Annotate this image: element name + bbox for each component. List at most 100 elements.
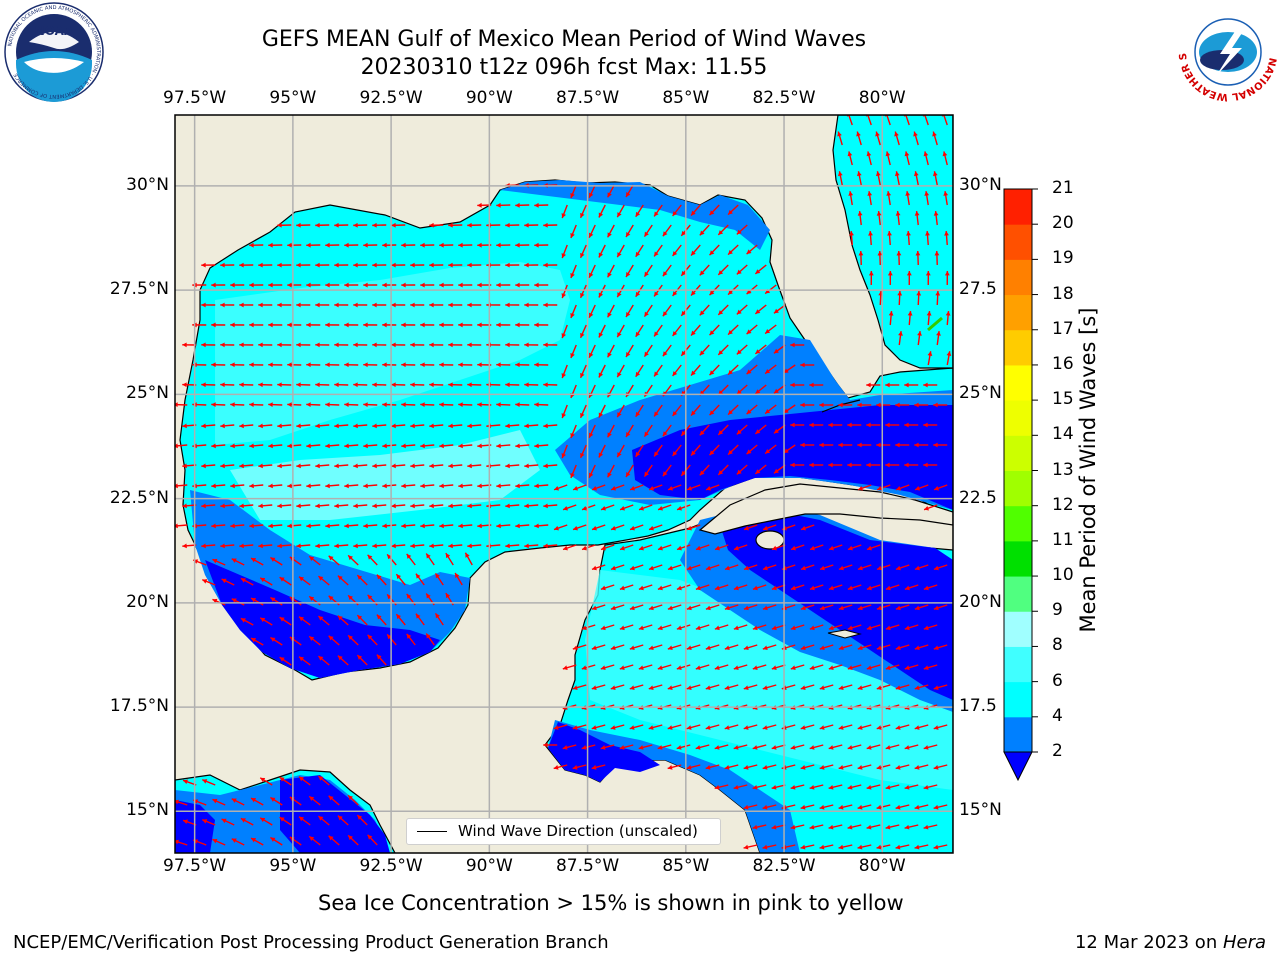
wave-arrow-head [277,463,282,469]
wave-arrow-head [524,543,529,549]
wave-arrow-head [705,605,711,611]
wave-arrow-head [467,302,472,308]
lon-tick-label: 95°W [269,856,317,876]
wave-arrow-head [676,625,682,631]
wave-arrow-head [610,645,616,651]
wave-arrow-head [714,665,720,670]
wave-arrow-head [260,577,266,583]
wave-arrow-head [691,410,696,416]
wave-arrow-head [277,543,282,549]
wave-arrow-head [309,796,315,801]
wave-arrow-head [809,585,815,591]
wave-arrow-head [201,463,206,469]
wave-arrow-head [876,402,881,408]
wave-arrow-head [857,442,862,448]
wave-arrow-head [762,844,768,850]
darkblue-cayman [720,510,953,700]
wave-arrow-head [654,451,659,457]
wave-arrow-head [220,262,225,268]
wave-arrow [867,115,872,126]
wave-arrow-head [686,725,692,730]
wave-arrow-head [372,342,377,348]
wave-arrow-head [287,523,292,529]
wave-arrow-head [755,269,761,274]
wave-arrow-head [279,617,285,622]
wave-arrow-head [886,191,892,196]
wave-arrow-head [885,745,891,750]
wave-arrow-head [913,131,918,137]
wave-arrow-head [561,253,567,259]
wave-arrow-head [515,282,520,288]
wave-arrow-head [220,503,225,509]
wave-arrow-head [515,202,520,208]
wave-arrow-head [856,131,861,137]
wave-arrow-head [496,242,501,248]
wave-arrow-head [296,302,301,308]
wave-arrow-head [736,429,742,435]
wave-arrow-head [885,422,890,428]
wave-arrow-head [251,598,257,603]
wave-arrow-head [445,593,451,599]
wave-arrow-head [662,351,668,357]
wave-arrow-head [877,486,883,491]
wave-arrow-head [406,633,412,639]
map-legend: Wind Wave Direction (unscaled) [406,818,721,845]
wave-arrow-head [809,665,815,670]
wave-arrow-head [876,442,881,448]
wave-arrow-head [657,625,663,631]
wave-arrow-head [847,745,853,750]
wave-arrow-head [783,408,789,413]
wave-arrow-head [515,523,520,529]
wave-arrow-head [611,525,616,531]
wave-arrow-head [923,824,929,830]
wave-arrow-head [429,382,434,388]
wave-arrow-head [580,452,585,458]
lat-tick-label: 30°N [126,174,169,195]
wave-arrow-head [857,685,863,690]
wave-arrow-head [239,382,244,388]
wave-arrow-head [279,817,285,822]
colorbar-tick-label: 18 [1052,283,1074,304]
wave-arrow-head [672,371,678,377]
wave-arrow-head [885,462,890,468]
wave-arrow-head [672,211,678,217]
wave-arrow-head [942,151,948,157]
wave-arrow-head [353,262,358,268]
legend-line-icon [417,831,447,832]
wave-arrow-head [648,565,654,571]
wave-arrow-head [866,382,871,388]
wave-arrow-head [562,545,568,551]
wave-arrow-head [598,292,604,298]
wave-arrow-head [617,372,622,378]
wave-arrow-head [809,784,815,790]
wave-arrow-head [925,231,930,236]
wave-arrow-head [819,442,824,448]
wave-arrow-head [562,745,568,750]
wave-arrow-head [916,291,922,296]
wave-arrow-head [524,262,529,268]
wave-arrow-head [306,443,311,449]
wave-arrow-head [709,450,715,456]
wave-arrow-head [230,322,235,328]
wave-arrow-head [600,665,606,670]
wave-arrow-head [858,486,864,491]
wave-arrow-head [783,368,789,373]
wave-arrow-head [420,282,425,288]
wave-arrow-head [258,302,263,308]
wave-arrow-head [924,505,929,511]
wave-arrow-head [212,598,218,604]
wave-arrow-head [426,633,431,639]
wave-arrow-head [570,432,575,438]
wave-arrow-head [328,555,334,561]
wave-arrow-head [607,192,612,198]
colorbar-tick-label: 15 [1052,389,1074,410]
wave-arrow-head [733,665,739,670]
wave-arrow-head [524,503,529,509]
wave-arrow-head [220,302,225,308]
footer-date: 12 Mar 2023 on Hera [1075,932,1266,953]
wave-arrow-head [420,523,425,529]
wave-arrow-head [895,804,901,810]
wave-arrow-head [239,543,244,549]
wave-arrow-head [718,230,724,235]
